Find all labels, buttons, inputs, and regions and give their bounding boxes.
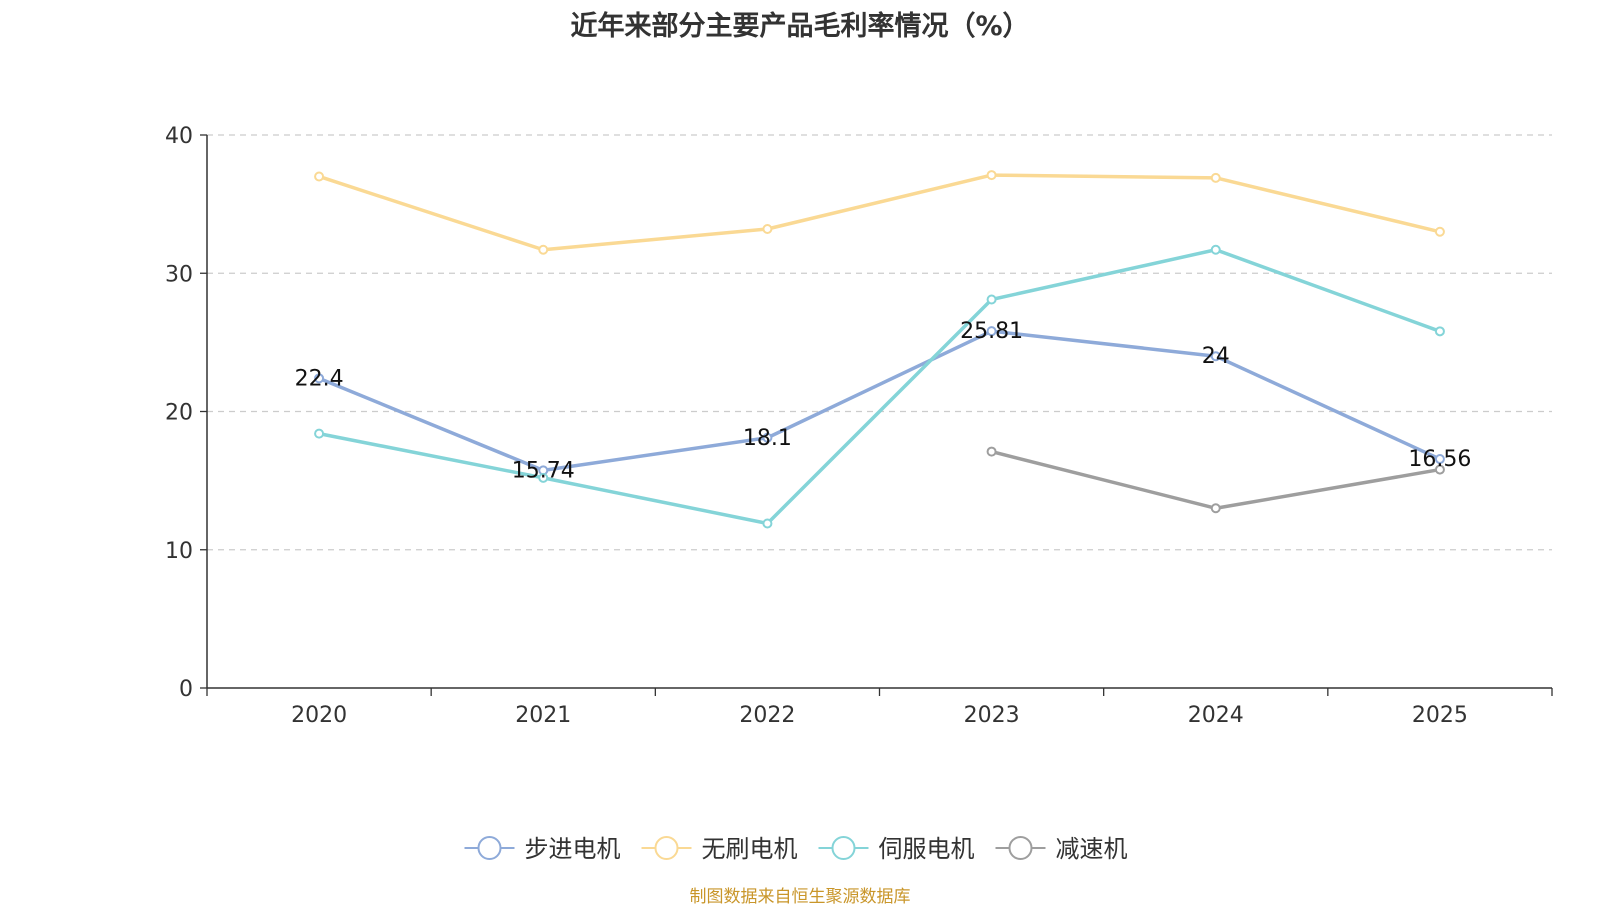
series-3-point-2025	[1434, 464, 1445, 475]
series-2-point-2020	[314, 428, 325, 439]
x-tick-label-2025: 2025	[1412, 703, 1468, 728]
legend-label-0: 步进电机	[525, 835, 621, 863]
legend-item-1[interactable]: 无刷电机	[641, 835, 798, 863]
legend-item-2[interactable]: 伺服电机	[818, 835, 975, 863]
legend-marker-1	[654, 836, 679, 860]
grid-layer	[207, 134, 1552, 551]
series-line-2	[317, 247, 1442, 526]
series-0-point-2022	[762, 432, 773, 443]
series-2-point-2023	[986, 294, 997, 305]
series-3-point-2024	[1210, 503, 1221, 514]
x-tick-label-2024: 2024	[1188, 703, 1244, 728]
x-tick-label-2021: 2021	[515, 703, 571, 728]
series-line-0	[317, 329, 1442, 473]
legend-item-0[interactable]: 步进电机	[464, 835, 621, 863]
series-0-point-2025	[1434, 454, 1445, 465]
series-line-3	[989, 449, 1442, 511]
series-3-point-2023	[986, 446, 997, 457]
series-2-point-2024	[1210, 244, 1221, 255]
legend-marker-3	[1008, 836, 1033, 860]
chart-title: 近年来部分主要产品毛利率情况（%）	[570, 11, 1030, 42]
series-1-point-2024	[1210, 172, 1221, 183]
legend-label-1: 无刷电机	[702, 835, 798, 863]
series-layer	[314, 170, 1445, 529]
data-label-2025: 16.56	[1408, 447, 1471, 472]
legend-label-2: 伺服电机	[879, 835, 975, 863]
data-label-2020: 22.4	[295, 366, 344, 391]
axis-layer: 0 10 20 30 40 2020 2021 2022 2023 2024 2025	[165, 124, 1553, 728]
series-0-point-2023	[986, 326, 997, 337]
x-tick-label-2023: 2023	[964, 703, 1020, 728]
series-2-point-2021	[538, 472, 549, 483]
series-2-point-2022	[762, 518, 773, 529]
x-tick-label-2022: 2022	[739, 703, 795, 728]
series-0-point-2024	[1210, 351, 1221, 362]
legend-marker-2	[831, 836, 856, 860]
y-tick-label-30: 30	[165, 262, 193, 287]
y-tick-label-0: 0	[179, 677, 193, 702]
series-1-point-2025	[1434, 226, 1445, 237]
series-1-point-2023	[986, 170, 997, 181]
source-note: 制图数据来自恒生聚源数据库	[689, 887, 911, 907]
series-line-1	[317, 173, 1442, 252]
legend: 步进电机 无刷电机 伺服电机 减速机	[464, 835, 1128, 863]
data-label-2023: 25.81	[960, 319, 1023, 344]
y-tick-label-10: 10	[165, 539, 193, 564]
y-tick-label-20: 20	[165, 401, 193, 426]
series-0-point-2020	[314, 373, 325, 384]
series-1-point-2022	[762, 224, 773, 235]
data-label-2022: 18.1	[743, 426, 792, 451]
y-tick-label-40: 40	[165, 124, 193, 149]
data-label-2021: 15.74	[512, 458, 575, 483]
data-label-layer: 22.4 15.74 18.1 25.81 24 16.56	[295, 319, 1472, 483]
series-1-point-2020	[314, 171, 325, 182]
legend-marker-0	[477, 836, 502, 860]
legend-item-3[interactable]: 减速机	[995, 835, 1128, 863]
legend-label-3: 减速机	[1056, 835, 1128, 863]
x-tick-label-2020: 2020	[291, 703, 347, 728]
data-label-2024: 24	[1202, 344, 1230, 369]
series-1-point-2021	[538, 244, 549, 255]
series-2-point-2025	[1434, 326, 1445, 337]
